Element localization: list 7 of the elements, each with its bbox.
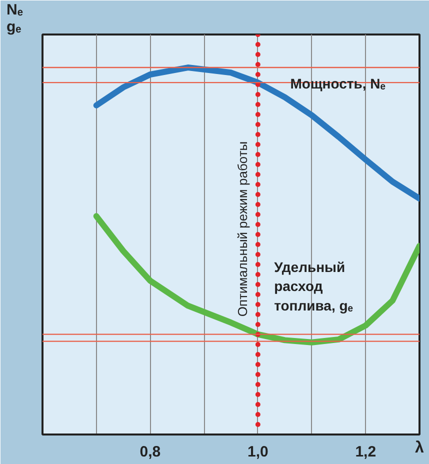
x-tick-label: 1,0 xyxy=(248,444,268,460)
ref-line-label: Оптимальный режим работы xyxy=(234,141,250,317)
x-tick-label: 0,8 xyxy=(140,444,161,460)
x-tick-label: 1,2 xyxy=(355,444,376,460)
x-axis-title: λ xyxy=(415,440,424,456)
series-label: Удельный расход топлива, gₑ xyxy=(274,259,354,314)
y-axis-title: Nₑ gₑ xyxy=(6,2,24,36)
